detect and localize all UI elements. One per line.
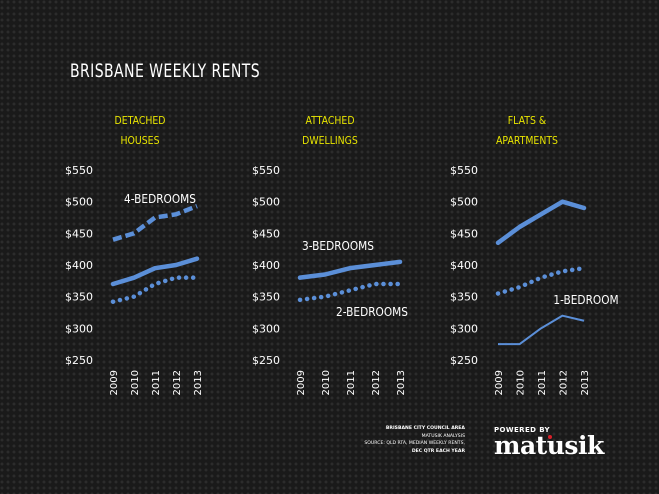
y-tick-label: $350 bbox=[450, 291, 478, 304]
y-tick-label: $450 bbox=[252, 227, 280, 240]
series-line bbox=[297, 281, 403, 303]
series-label: 4-BEDROOMS bbox=[124, 192, 196, 206]
y-tick-label: $450 bbox=[450, 227, 478, 240]
x-tick-label: 2009 bbox=[494, 370, 505, 395]
source-line: BRISBANE CITY COUNCIL AREA bbox=[385, 426, 465, 431]
y-tick-label: $500 bbox=[450, 196, 478, 209]
x-tick-label: 2011 bbox=[537, 370, 548, 395]
y-tick-label: $250 bbox=[450, 354, 478, 367]
series-label: 1-BEDROOM bbox=[553, 293, 618, 307]
x-tick-label: 2010 bbox=[130, 370, 141, 395]
panel-title-detached-houses: DETACHED HOUSES bbox=[102, 111, 179, 151]
y-tick-label: $400 bbox=[450, 259, 478, 272]
panel-title-attached-dwellings: ATTACHED DWELLINGS bbox=[292, 111, 369, 151]
x-tick-label: 2013 bbox=[580, 370, 591, 395]
x-tick-label: 2010 bbox=[516, 370, 527, 395]
x-tick-label: 2009 bbox=[296, 370, 307, 395]
powered-by-label: POWERED BY bbox=[494, 426, 551, 434]
x-tick-label: 2012 bbox=[172, 370, 183, 395]
y-tick-label: $350 bbox=[252, 291, 280, 304]
series-line bbox=[495, 199, 587, 246]
series-label: 3-BEDROOMS bbox=[302, 239, 374, 253]
y-tick-label: $400 bbox=[252, 259, 280, 272]
source-line: MATUSIK ANALYSIS bbox=[421, 433, 465, 439]
page-title: BRISBANE WEEKLY RENTS bbox=[70, 60, 261, 82]
y-tick-label: $450 bbox=[65, 227, 93, 240]
y-tick-label: $350 bbox=[65, 291, 93, 304]
y-tick-label: $300 bbox=[450, 322, 478, 335]
y-tick-label: $300 bbox=[65, 322, 93, 335]
series-line bbox=[112, 204, 198, 242]
series-line bbox=[110, 256, 200, 287]
x-tick-label: 2012 bbox=[559, 370, 570, 395]
x-tick-label: 2010 bbox=[321, 370, 332, 395]
brand-name: matusik bbox=[494, 433, 604, 458]
source-note: BRISBANE CITY COUNCIL AREA MATUSIK ANALY… bbox=[300, 425, 465, 455]
x-tick-label: 2011 bbox=[151, 370, 162, 395]
panel-title-line: FLATS & bbox=[507, 114, 547, 127]
x-tick-label: 2013 bbox=[193, 370, 204, 395]
panel-title-line: HOUSES bbox=[120, 134, 160, 147]
brand-logo: POWERED BY matusik bbox=[494, 426, 604, 458]
y-tick-label: $400 bbox=[65, 259, 93, 272]
series-line bbox=[110, 275, 200, 304]
y-tick-label: $550 bbox=[450, 164, 478, 177]
series-line bbox=[495, 265, 587, 296]
y-tick-label: $250 bbox=[252, 354, 280, 367]
x-tick-label: 2009 bbox=[109, 370, 120, 395]
panel-title-line: DWELLINGS bbox=[302, 134, 358, 147]
y-tick-label: $500 bbox=[252, 196, 280, 209]
panel-title-flats-apartments: FLATS & APARTMENTS bbox=[489, 111, 566, 151]
y-tick-label: $300 bbox=[252, 322, 280, 335]
panel-title-line: ATTACHED bbox=[305, 114, 355, 127]
panel-title-line: APARTMENTS bbox=[496, 134, 558, 147]
series-line bbox=[498, 314, 585, 346]
y-tick-label: $550 bbox=[252, 164, 280, 177]
source-line: DEC QTR EACH YEAR bbox=[411, 448, 465, 454]
y-tick-label: $500 bbox=[65, 196, 93, 209]
x-tick-label: 2013 bbox=[396, 370, 407, 395]
source-line: SOURCE: QLD RTA, MEDIAN WEEKLY RENTS, bbox=[364, 441, 465, 446]
series-line bbox=[297, 259, 403, 280]
x-tick-label: 2012 bbox=[371, 370, 382, 395]
y-tick-label: $250 bbox=[65, 354, 93, 367]
panel-title-line: DETACHED bbox=[114, 114, 166, 127]
series-label: 2-BEDROOMS bbox=[336, 305, 408, 319]
brand-dot-icon bbox=[548, 435, 552, 439]
x-tick-label: 2011 bbox=[346, 370, 357, 395]
y-tick-label: $550 bbox=[65, 164, 93, 177]
